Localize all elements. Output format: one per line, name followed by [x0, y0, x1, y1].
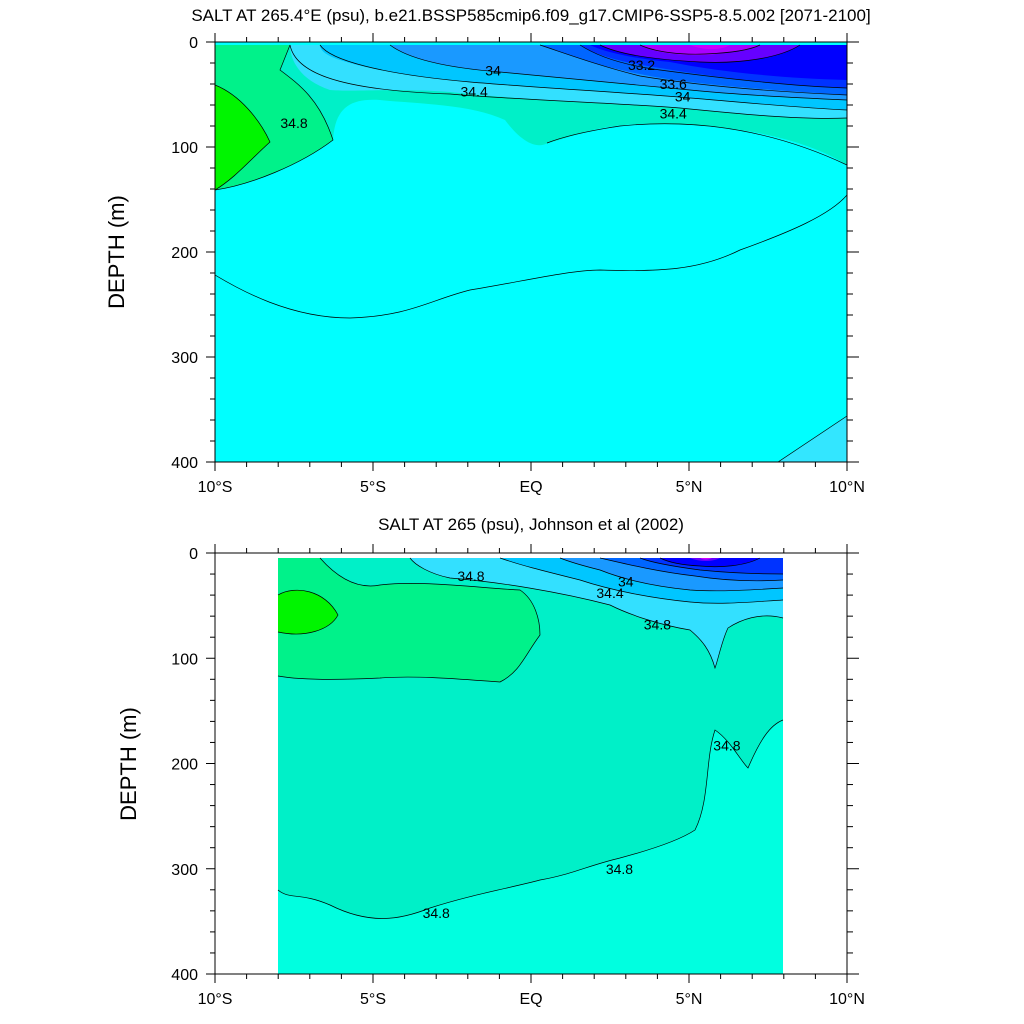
panel-1-title: SALT AT 265.4°E (psu), b.e21.BSSP585cmip… [191, 6, 870, 25]
contour-label: 34.8 [606, 861, 633, 877]
fill-band-34.4-34.8-deep [278, 720, 783, 974]
x-tick-label: 5°S [360, 479, 386, 496]
contour-label: 34.8 [713, 738, 740, 754]
y-tick-label: 300 [171, 350, 198, 367]
contour-label: 33.2 [628, 57, 655, 73]
contour-label: 34 [675, 89, 691, 105]
y-tick-label: 0 [189, 35, 198, 52]
x-tick-label: 5°S [360, 991, 386, 1008]
fill-band-32.0-32.4 [690, 558, 720, 561]
x-tick-label: 10°S [198, 479, 233, 496]
y-tick-label: 300 [171, 862, 198, 879]
x-tick-label: 10°N [829, 479, 865, 496]
fill-band-35.6 [215, 85, 270, 190]
panel-model: SALT AT 265.4°E (psu), b.e21.BSSP585cmip… [104, 6, 871, 496]
y-tick-label: 100 [171, 140, 198, 157]
contour-label: 34 [618, 573, 634, 589]
y-tick-label: 200 [171, 757, 198, 774]
panel-1-y-axis-label: DEPTH (m) [104, 195, 129, 309]
contour-label: 34.4 [460, 83, 487, 99]
contour-label: 33.6 [660, 76, 687, 92]
y-tick-label: 0 [189, 546, 198, 563]
y-tick-label: 200 [171, 245, 198, 262]
y-tick-label: 400 [171, 455, 198, 472]
fill-band-core [700, 558, 712, 560]
y-tick-label: 100 [171, 651, 198, 668]
panel-observations: SALT AT 265 (psu), Johnson et al (2002) [116, 515, 865, 1008]
x-tick-label: 5°N [676, 479, 703, 496]
contour-label: 34.8 [280, 115, 307, 131]
panel-2-fill [277, 557, 784, 974]
contour-label: 34.4 [660, 105, 687, 121]
fill-band-35.6 [278, 590, 338, 635]
x-tick-label: 10°S [198, 991, 233, 1008]
panel-2-title: SALT AT 265 (psu), Johnson et al (2002) [378, 515, 684, 534]
x-tick-label: EQ [519, 991, 542, 1008]
contour-label: 34.4 [596, 585, 623, 601]
contour-label: 34.8 [457, 568, 484, 584]
x-tick-label: 5°N [676, 991, 703, 1008]
panel-1-ticks: 10°S 5°S EQ 5°N 10°N 0 100 200 300 400 [171, 33, 865, 496]
y-tick-label: 400 [171, 967, 198, 984]
contour-label: 34 [485, 62, 501, 78]
contour-label: 34.8 [644, 617, 671, 633]
fill-band-core [690, 45, 730, 50]
panel-2-y-axis-label: DEPTH (m) [116, 707, 141, 821]
contour-label: 34.8 [423, 905, 450, 921]
x-tick-label: EQ [519, 479, 542, 496]
x-tick-label: 10°N [829, 991, 865, 1008]
fill-band-35.2-35.6 [278, 558, 540, 682]
panel-2-contour-lines [277, 557, 784, 919]
panel-1-fill [215, 42, 847, 462]
panel-2-ticks: 10°S 5°S EQ 5°N 10°N 0 100 200 300 400 [171, 544, 865, 1008]
panel-1-contour-lines [215, 44, 847, 462]
